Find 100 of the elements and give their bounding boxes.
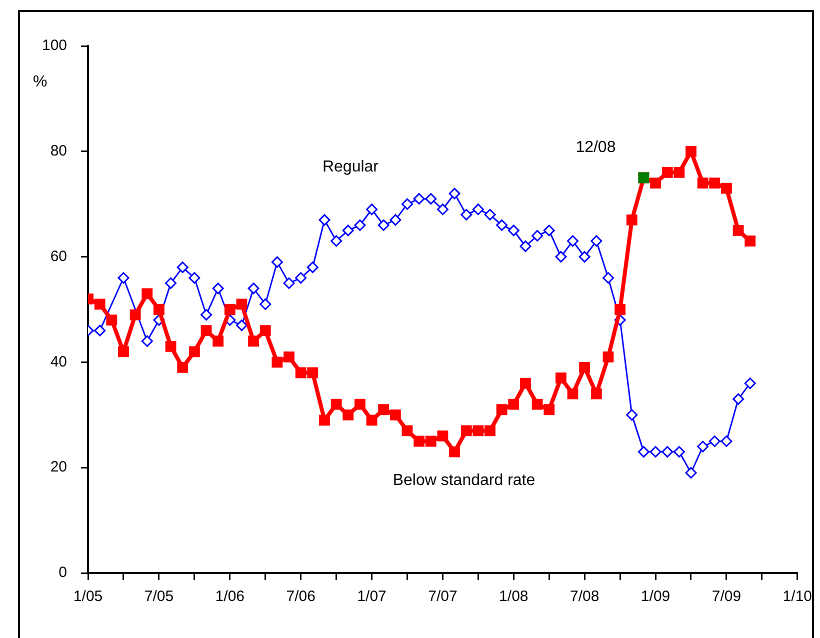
point (188, 272, 200, 284)
point (94, 298, 106, 310)
x-tick-label: 7/08 (570, 588, 600, 606)
point (260, 298, 272, 310)
point (460, 425, 472, 436)
y-tick-label: 80 (50, 142, 68, 160)
x-tick-label: 1/06 (215, 588, 245, 606)
x-tick-label: 1/09 (640, 588, 670, 606)
point (744, 236, 756, 246)
point (567, 388, 578, 400)
point (436, 204, 448, 216)
y-axis-title: % (33, 73, 48, 90)
point (602, 272, 614, 284)
point (176, 262, 188, 274)
point (685, 467, 697, 479)
point (295, 272, 307, 284)
point (437, 430, 448, 442)
y-tick-label: 100 (42, 37, 68, 54)
point (260, 325, 271, 336)
point (165, 340, 176, 352)
x-tick-label: 1/05 (73, 588, 103, 606)
point (532, 230, 544, 242)
point (188, 346, 200, 358)
series-label: Below standard rate (392, 472, 536, 490)
point (177, 362, 188, 373)
point (200, 325, 212, 336)
point (390, 409, 401, 420)
point (579, 362, 590, 373)
point (390, 214, 402, 226)
point (544, 404, 555, 416)
point (626, 409, 638, 421)
x-tick-label: 7/07 (428, 588, 458, 606)
point (271, 256, 283, 268)
y-tick-label: 20 (50, 458, 68, 476)
point (425, 436, 436, 447)
x-tick-label: 1/07 (357, 588, 386, 606)
point (366, 204, 378, 216)
point (118, 346, 129, 358)
point (508, 398, 520, 410)
point (307, 367, 318, 378)
point (378, 404, 390, 416)
point (342, 224, 354, 236)
annotation: 12/08 (576, 139, 616, 156)
point (319, 414, 330, 426)
point (414, 436, 425, 447)
point (686, 146, 696, 157)
point (555, 372, 566, 384)
point (448, 188, 460, 200)
point (650, 446, 662, 458)
point (472, 204, 484, 216)
point (650, 178, 661, 188)
point (283, 277, 295, 289)
point (354, 398, 366, 410)
point (578, 251, 590, 263)
point (496, 219, 508, 231)
point (236, 298, 248, 310)
point (697, 440, 709, 452)
point (165, 277, 177, 289)
point (555, 251, 567, 263)
point (720, 436, 732, 447)
point (543, 224, 555, 236)
point (602, 351, 614, 362)
point (732, 393, 744, 405)
point (520, 240, 532, 252)
point (272, 356, 283, 368)
point (402, 425, 413, 436)
point (248, 336, 259, 347)
point (472, 425, 484, 436)
y-tick-label: 60 (50, 248, 68, 265)
series-label: Regular (322, 158, 380, 176)
point (306, 262, 318, 274)
point (744, 378, 756, 390)
point (732, 225, 744, 236)
x-tick-label: 7/05 (144, 588, 174, 606)
point (212, 282, 224, 294)
point (366, 414, 378, 426)
point (662, 167, 673, 178)
point (721, 182, 732, 194)
point (590, 235, 602, 247)
point (106, 314, 118, 326)
point (673, 446, 685, 458)
point (142, 288, 153, 300)
point (401, 198, 413, 210)
point (284, 351, 294, 362)
point (200, 309, 212, 321)
y-tick-label: 40 (50, 353, 68, 370)
point (318, 214, 330, 226)
point (141, 335, 153, 347)
point (697, 178, 708, 188)
point (154, 304, 164, 315)
x-tick-label: 1/08 (499, 588, 528, 606)
point (130, 309, 141, 320)
point (638, 446, 650, 458)
x-tick-label: 7/06 (286, 588, 316, 606)
point (342, 409, 354, 420)
point (378, 219, 390, 231)
y-tick-label: 0 (58, 564, 68, 582)
point (94, 324, 106, 336)
point (212, 336, 224, 347)
point (330, 398, 342, 410)
